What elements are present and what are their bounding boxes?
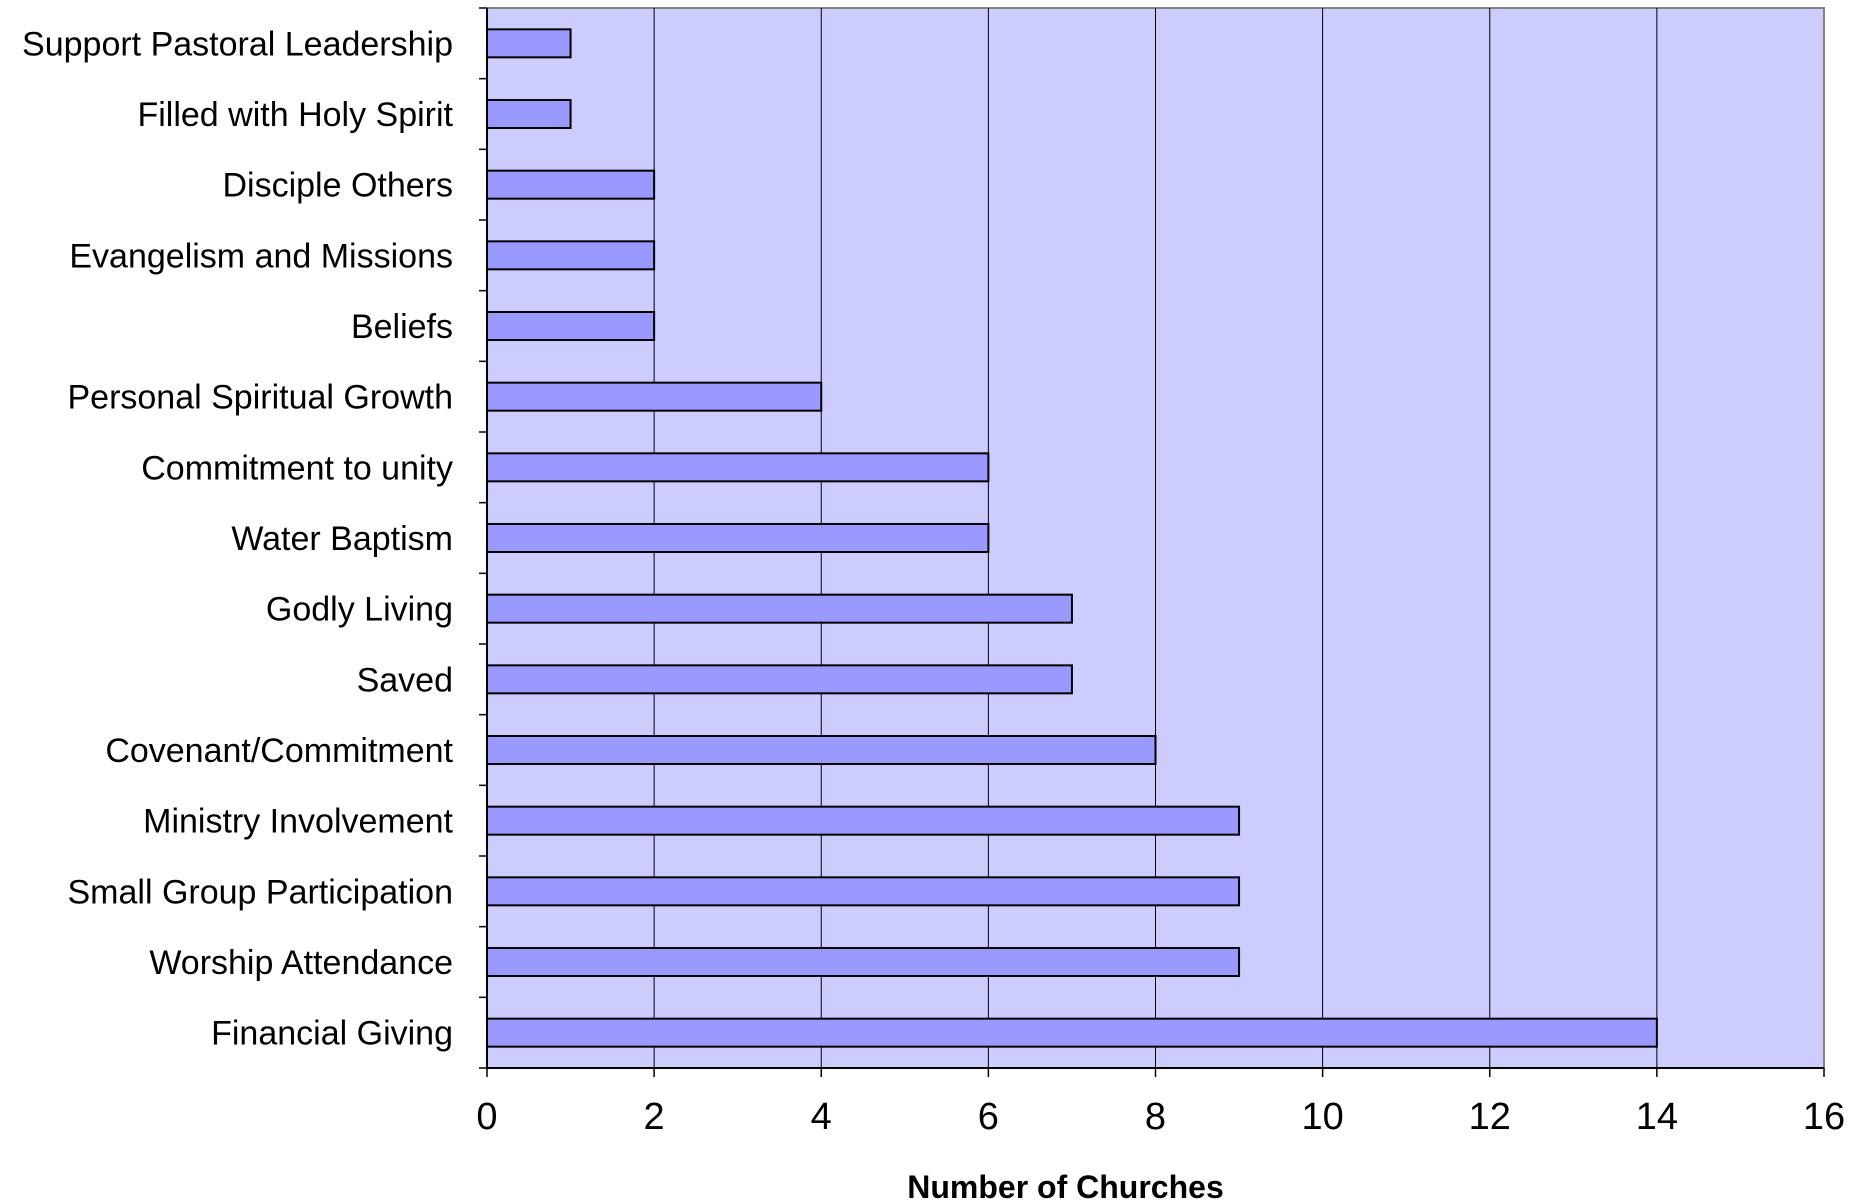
x-tick-label: 12 bbox=[1469, 1096, 1511, 1138]
x-tick-label: 6 bbox=[978, 1096, 999, 1138]
category-label: Water Baptism bbox=[231, 520, 453, 558]
x-tick-labels: 0 2 4 6 8 10 12 14 16 bbox=[476, 1096, 1845, 1138]
category-label: Commitment to unity bbox=[141, 449, 453, 487]
category-label: Support Pastoral Leadership bbox=[22, 25, 453, 63]
x-tick-label: 14 bbox=[1636, 1096, 1678, 1138]
bar bbox=[486, 523, 990, 553]
category-label: Beliefs bbox=[351, 308, 453, 346]
category-label: Small Group Participation bbox=[67, 873, 453, 911]
category-labels: Support Pastoral Leadership Filled with H… bbox=[22, 25, 454, 1052]
bar bbox=[486, 28, 572, 59]
bar bbox=[486, 99, 572, 129]
x-axis-title: Number of Churches bbox=[907, 1169, 1223, 1199]
bar bbox=[486, 452, 990, 483]
category-label: Godly Living bbox=[266, 591, 453, 629]
bar bbox=[486, 805, 1241, 836]
x-axis bbox=[486, 1067, 1825, 1077]
category-label: Disciple Others bbox=[222, 167, 453, 205]
bar bbox=[486, 381, 823, 412]
bar bbox=[486, 664, 1073, 695]
category-label: Evangelism and Missions bbox=[69, 237, 453, 275]
x-tick-label: 16 bbox=[1803, 1096, 1845, 1138]
bar bbox=[486, 169, 656, 200]
bar bbox=[486, 876, 1241, 907]
bar bbox=[486, 240, 656, 271]
bar bbox=[486, 735, 1157, 765]
x-tick-label: 0 bbox=[476, 1096, 497, 1138]
category-label: Personal Spiritual Growth bbox=[67, 379, 453, 417]
x-tick-label: 8 bbox=[1145, 1096, 1166, 1138]
category-label: Covenant/Commitment bbox=[105, 732, 453, 770]
category-label: Worship Attendance bbox=[149, 944, 453, 982]
x-tick-label: 2 bbox=[644, 1096, 665, 1138]
category-label: Financial Giving bbox=[211, 1015, 453, 1053]
bars bbox=[486, 28, 1658, 1048]
category-label: Ministry Involvement bbox=[143, 803, 453, 841]
category-label: Filled with Holy Spirit bbox=[137, 96, 453, 134]
y-axis bbox=[479, 7, 488, 1069]
x-tick-label: 10 bbox=[1301, 1096, 1343, 1138]
bar bbox=[486, 311, 656, 341]
category-label: Saved bbox=[357, 661, 453, 699]
bar bbox=[486, 1017, 1658, 1048]
bar bbox=[486, 593, 1073, 624]
x-tick-label: 4 bbox=[811, 1096, 832, 1138]
bar bbox=[486, 947, 1241, 977]
